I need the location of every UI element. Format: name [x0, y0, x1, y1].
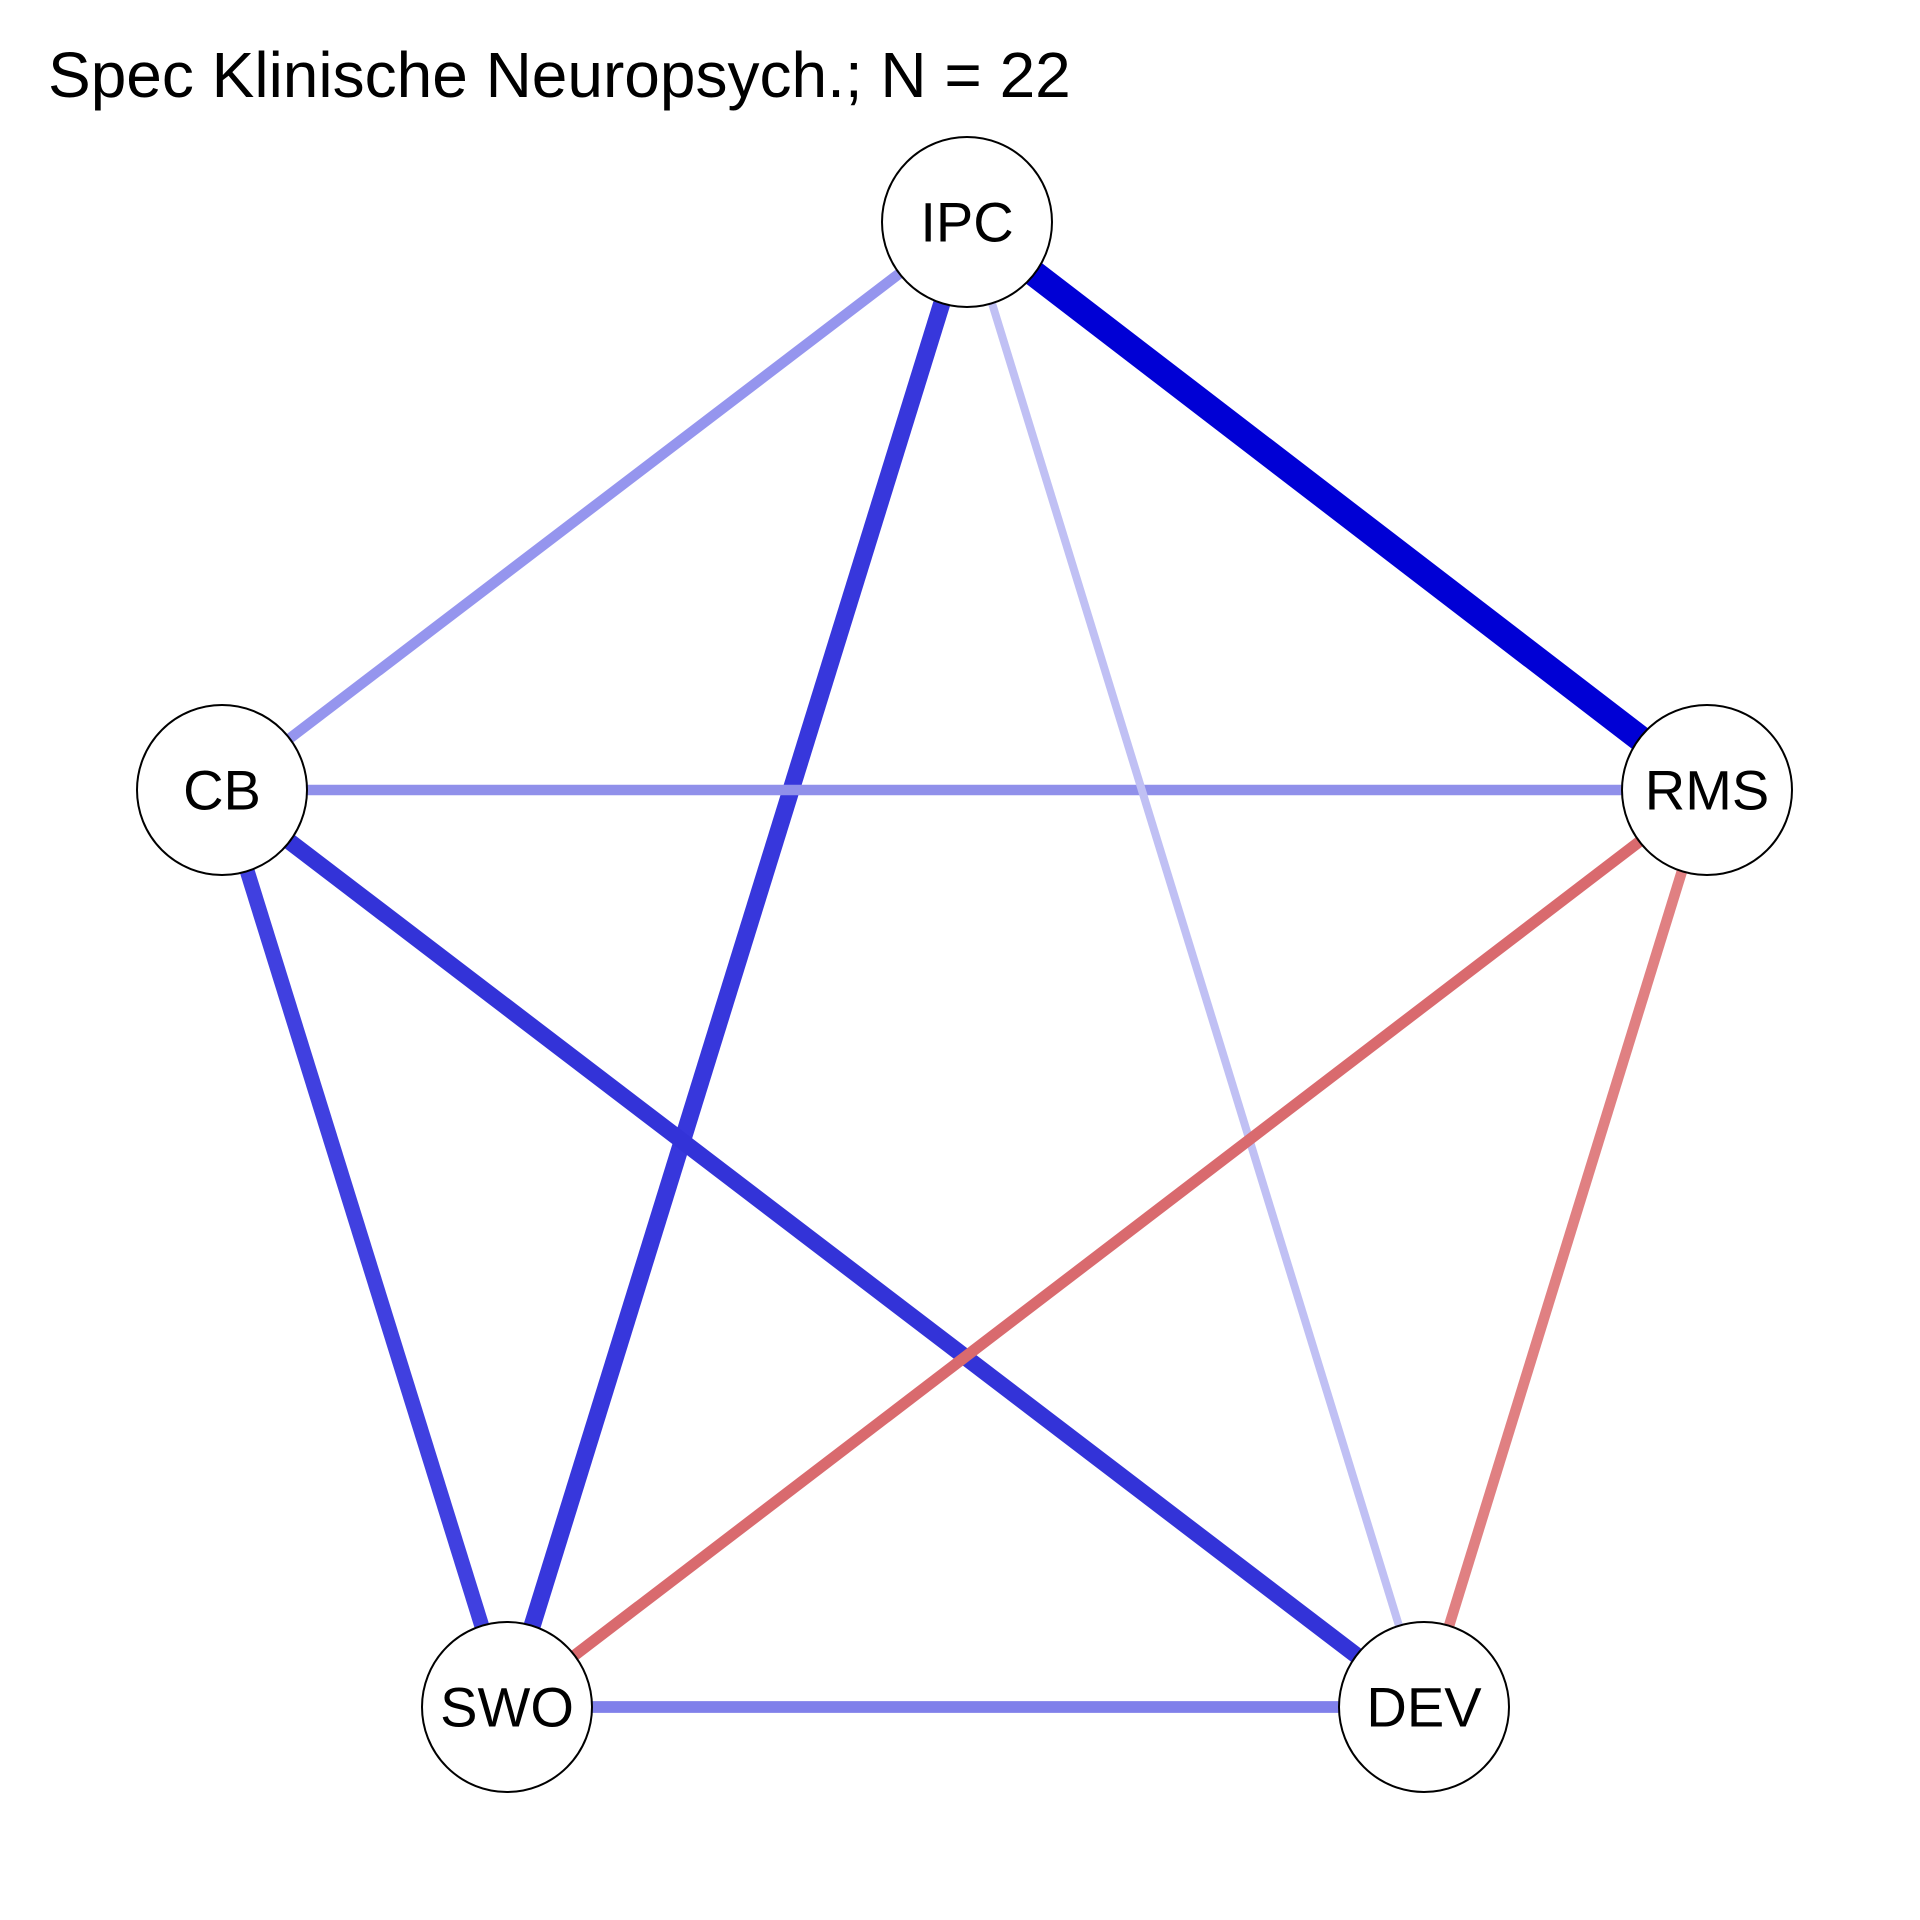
node-label: SWO [440, 1676, 574, 1739]
edge-ipc-rms [959, 211, 1715, 801]
edge-ipc-dev [963, 220, 1428, 1709]
edge-rms-swo [503, 785, 1711, 1712]
edge-rms-dev [1418, 788, 1713, 1709]
chart-title: Spec Klinische Neuropsych.; N = 22 [48, 39, 1071, 111]
node-circle [421, 1621, 593, 1793]
edge-ipc-swo [498, 219, 976, 1710]
edge-cb-swo [214, 787, 515, 1710]
edge-cb-dev [216, 783, 1430, 1714]
node-circle [1621, 704, 1793, 876]
edge-ipc-cb [218, 217, 971, 795]
edges-layer [214, 211, 1715, 1714]
node-cb: CB [136, 704, 308, 876]
node-label: DEV [1366, 1676, 1482, 1739]
node-label: CB [183, 759, 261, 822]
node-circle [1338, 1621, 1510, 1793]
nodes-layer: IPC RMS DEV SWO CB [136, 136, 1793, 1793]
node-dev: DEV [1338, 1621, 1510, 1793]
node-circle [881, 136, 1053, 308]
node-swo: SWO [421, 1621, 593, 1793]
node-rms: RMS [1621, 704, 1793, 876]
node-circle [136, 704, 308, 876]
node-label: IPC [920, 191, 1013, 254]
node-label: RMS [1645, 759, 1769, 822]
node-ipc: IPC [881, 136, 1053, 308]
